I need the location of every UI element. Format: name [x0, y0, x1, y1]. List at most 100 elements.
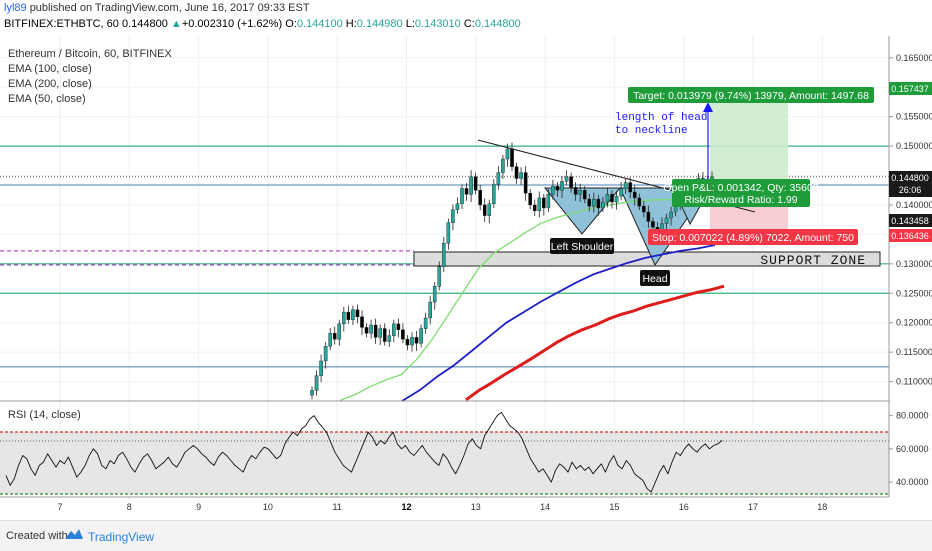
tradingview-link[interactable]: TradingView [88, 530, 155, 544]
candle-body [601, 201, 605, 209]
time-tick-label: 12 [401, 502, 411, 512]
length-note-line1: length of head [615, 112, 707, 124]
candle-body [487, 203, 492, 216]
symbol-ohlc-line: BITFINEX:ETHBTC, 60 0.144800 ▲+0.002310 … [4, 18, 521, 30]
stop-label-box[interactable] [648, 229, 858, 245]
risk-reward-label: Risk/Reward Ratio: 1.99 [684, 194, 797, 206]
price-change: +0.002310 (+1.62%) [181, 18, 283, 30]
price-tag-target: 0.157437 [889, 82, 932, 95]
ema-200-line [465, 284, 725, 402]
candle-body [546, 194, 551, 209]
support-zone-label: SUPPORT ZONE [760, 253, 866, 268]
head-label: Head [642, 273, 667, 285]
symbol-info: BITFINEX:ETHBTC, 60 0.144800 [4, 18, 168, 30]
close-value: 0.144800 [474, 18, 521, 30]
candle-body [442, 243, 446, 267]
candle-body [482, 204, 487, 216]
candle-body [542, 197, 546, 209]
candle-body [446, 222, 451, 244]
candle-body [651, 221, 655, 228]
candle-body [410, 337, 414, 346]
candle-body [573, 187, 578, 195]
candle-body [582, 190, 587, 200]
candle-body [342, 311, 346, 325]
candle-body [332, 333, 337, 340]
legend-ema200[interactable]: EMA (200, close) [8, 78, 92, 90]
price-tick-label: 0.120000 [896, 318, 932, 328]
candle-body [587, 198, 592, 207]
open-label: O: [285, 18, 297, 30]
countdown-text: 26:06 [899, 185, 922, 195]
candle-body [492, 184, 496, 204]
candle-body [314, 375, 319, 391]
candle-body [387, 335, 392, 342]
price-tick-label: 0.150000 [896, 141, 932, 151]
candle-body [632, 191, 637, 199]
rsi-tick-label: 80.0000 [896, 411, 929, 421]
candle-body [664, 217, 669, 224]
head-box [640, 270, 670, 286]
candle-body [310, 390, 314, 396]
low-label: L: [405, 18, 415, 30]
target-label-box[interactable] [628, 87, 874, 103]
open-value: 0.144100 [296, 18, 343, 30]
rsi-title: RSI (14, close) [8, 409, 81, 421]
candle-body [523, 172, 528, 194]
price-tag-entry: 0.143458 [889, 214, 932, 227]
ema-100-polyline [401, 244, 716, 402]
candle-body [532, 204, 537, 212]
author-link[interactable]: lyl89 [4, 2, 27, 14]
candle-body [646, 211, 651, 222]
price-tick-label: 0.155000 [896, 112, 932, 122]
candle-body [405, 338, 410, 346]
candle-body [323, 346, 328, 362]
candle-body [460, 188, 464, 204]
tradingview-logo-icon[interactable] [64, 527, 84, 541]
candle-body [605, 194, 610, 203]
candle-body [337, 323, 342, 340]
rsi-band [0, 432, 889, 494]
up-arrow-icon: ▲ [170, 18, 182, 30]
rsi-axis[interactable]: 80.0000 60.0000 40.0000 [889, 411, 929, 487]
low-value: 0.143010 [414, 18, 461, 30]
candle-body [382, 328, 387, 342]
candle-body [451, 209, 455, 223]
time-axis[interactable]: 7 8 9 10 11 12 13 14 15 16 17 18 [57, 502, 827, 512]
candle-body [496, 172, 501, 185]
pnl-label-box[interactable] [672, 179, 810, 207]
candle-body [623, 182, 628, 189]
candle-body [464, 188, 469, 195]
rsi-tick-label: 60.0000 [896, 444, 929, 454]
chart-area[interactable]: SUPPORT ZONE length of head to neckline … [0, 36, 932, 520]
price-tag-stop-text: 0.136436 [891, 231, 929, 241]
candle-body [505, 148, 510, 160]
legend-ema100[interactable]: EMA (100, close) [8, 63, 92, 75]
time-tick-label: 14 [540, 502, 550, 512]
candle-body [423, 317, 428, 329]
price-tick-label: 0.115000 [896, 347, 932, 357]
rsi-tick-label: 40.0000 [896, 477, 929, 487]
candle-body [501, 158, 505, 173]
candle-body [528, 192, 532, 206]
candle-body [419, 328, 423, 344]
time-tick-label: 8 [127, 502, 132, 512]
candle-body [628, 182, 632, 193]
candle-body [560, 181, 564, 191]
candle-body [551, 185, 555, 195]
support-zone[interactable] [413, 251, 881, 267]
candle-body [642, 205, 646, 213]
candle-body [519, 172, 523, 179]
price-tag-stop: 0.136436 [889, 229, 932, 242]
candle-body [428, 301, 432, 319]
candle-body [610, 194, 614, 203]
rsi-line [5, 411, 723, 493]
time-tick-label: 16 [679, 502, 689, 512]
candle-body [569, 176, 573, 188]
candle-body [437, 266, 442, 287]
candle-body [432, 286, 437, 303]
candle-body [473, 176, 478, 191]
candle-body [578, 190, 582, 195]
candle-body [328, 333, 332, 347]
high-label: H: [345, 18, 357, 30]
legend-ema50[interactable]: EMA (50, close) [8, 93, 86, 105]
